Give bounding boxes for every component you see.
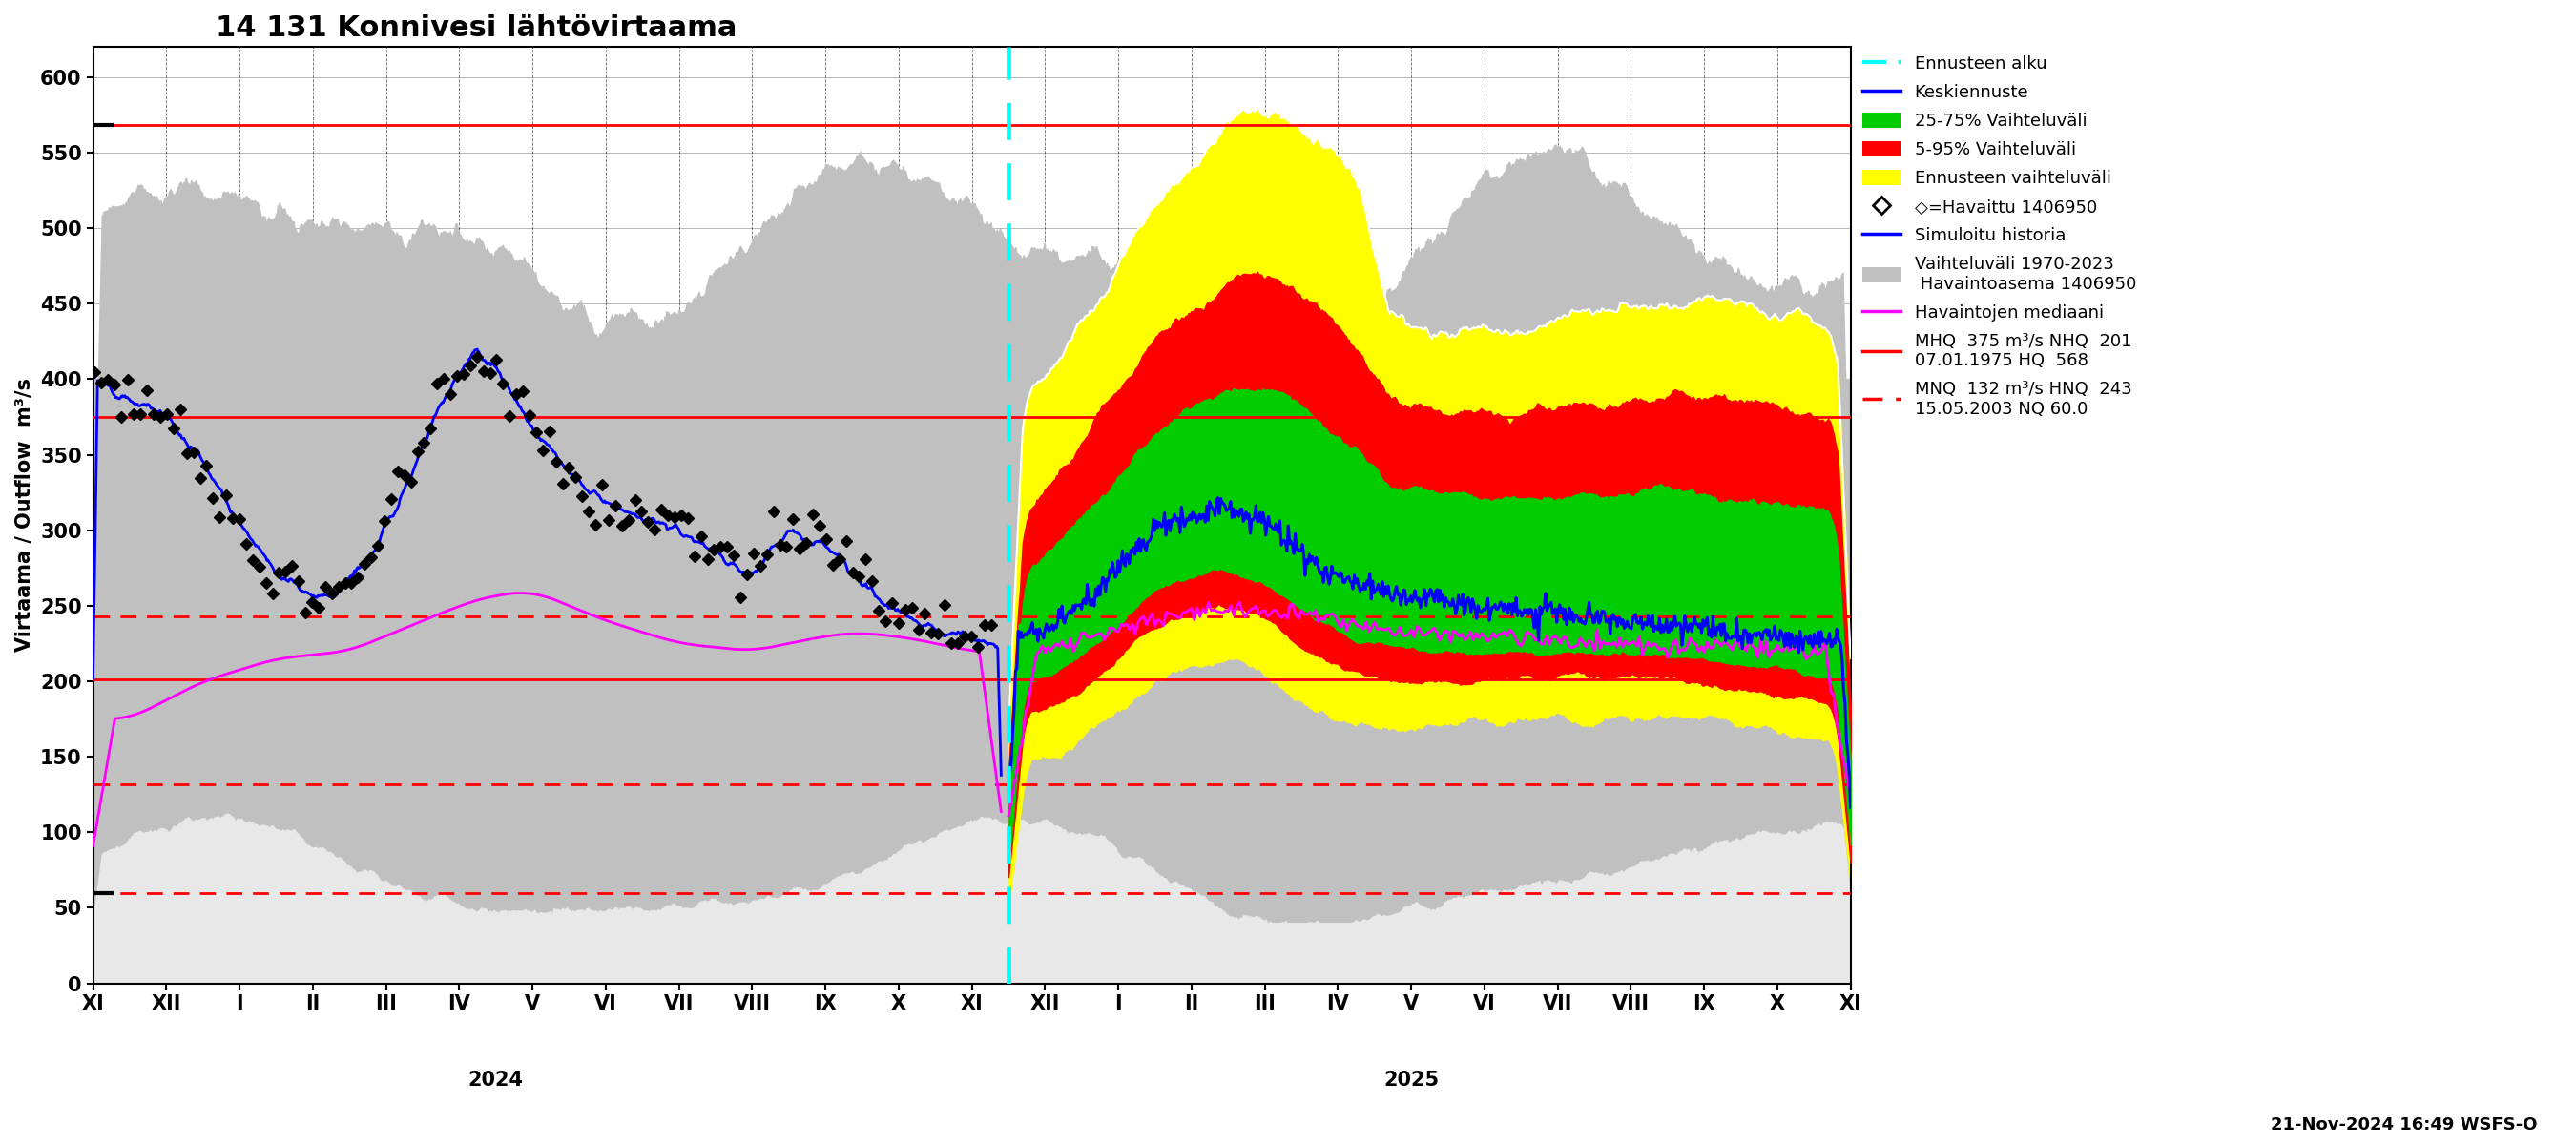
Legend: Ennusteen alku, Keskiennuste, 25-75% Vaihteluväli, 5-95% Vaihteluväli, Ennusteen: Ennusteen alku, Keskiennuste, 25-75% Vai…: [1862, 55, 2136, 418]
Text: 21-Nov-2024 16:49 WSFS-O: 21-Nov-2024 16:49 WSFS-O: [2269, 1116, 2537, 1134]
Text: 2024: 2024: [469, 1071, 523, 1090]
Y-axis label: Virtaama / Outflow  m³/s: Virtaama / Outflow m³/s: [15, 378, 33, 652]
Text: 14 131 Konnivesi lähtövirtaama: 14 131 Konnivesi lähtövirtaama: [216, 14, 737, 42]
Text: 2025: 2025: [1383, 1071, 1440, 1090]
